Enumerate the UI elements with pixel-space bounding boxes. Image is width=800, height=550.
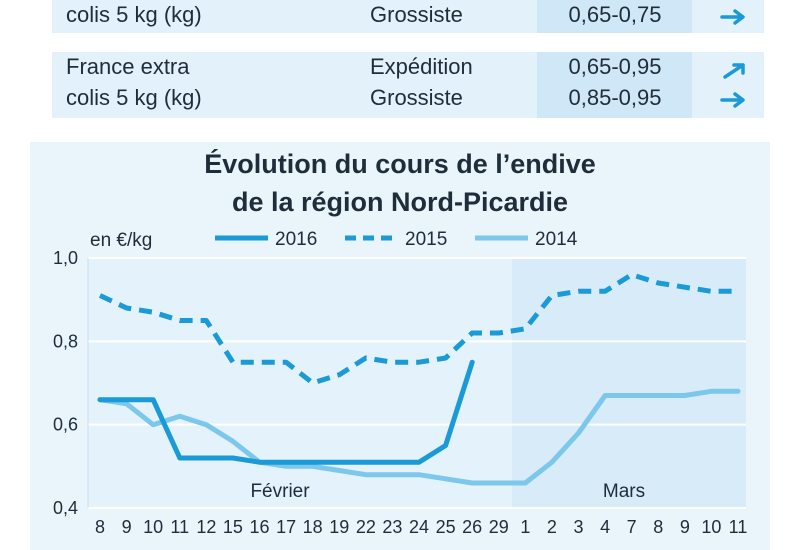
price-column-bg [537, 52, 692, 118]
product-label: colis 5 kg (kg) [66, 2, 202, 27]
x-tick-label: 1 [520, 517, 530, 537]
chart-title-line-2: de la région Nord-Picardie [232, 187, 568, 217]
price-table-row-2: France extra colis 5 kg (kg) Expédition … [52, 52, 764, 118]
x-tick-label: 8 [95, 517, 105, 537]
price-value: 0,65-0,75 [568, 2, 662, 27]
x-tick-label: 22 [356, 517, 376, 537]
x-tick-label: 11 [729, 517, 748, 537]
y-tick-label: 0,4 [53, 498, 78, 518]
product-label: France extra [66, 54, 190, 79]
month-label-fevrier: Février [250, 481, 310, 502]
x-tick-label: 2 [547, 517, 557, 537]
march-band [512, 258, 746, 508]
legend-label-2014: 2014 [535, 229, 578, 250]
x-tick-label: 10 [701, 517, 721, 537]
x-tick-label: 16 [249, 517, 269, 537]
x-tick-label: 18 [303, 517, 323, 537]
y-tick-label: 1,0 [53, 248, 78, 268]
x-tick-label: 19 [329, 517, 349, 537]
legend-label-2015: 2015 [405, 229, 447, 250]
legend-label-2016: 2016 [275, 229, 317, 250]
market-label: Grossiste [370, 2, 463, 27]
x-tick-label: 12 [196, 517, 216, 537]
trend-up-icon [723, 63, 745, 79]
y-tick-label: 0,8 [53, 331, 78, 351]
x-tick-label: 25 [436, 517, 456, 537]
x-tick-label: 7 [627, 517, 637, 537]
x-tick-label: 29 [489, 517, 509, 537]
series-line-2014 [97, 388, 741, 486]
x-tick-label: 15 [223, 517, 243, 537]
price-column-bg [537, 0, 692, 33]
series-line-2016 [97, 359, 475, 465]
x-tick-label: 9 [122, 517, 132, 537]
x-tick-label: 9 [680, 517, 690, 537]
x-tick-label: 11 [170, 517, 189, 537]
trend-stable-icon [720, 9, 745, 25]
series-line-2015 [98, 272, 738, 386]
x-tick-label: 3 [573, 517, 583, 537]
x-tick-label: 26 [462, 517, 482, 537]
y-tick-label: 0,6 [53, 415, 78, 435]
x-tick-label: 8 [653, 517, 663, 537]
product-label: colis 5 kg (kg) [66, 85, 202, 110]
chart-title-line-1: Évolution du cours de l’endive [204, 148, 596, 179]
price-table-row-1: colis 5 kg (kg) Grossiste 0,65-0,75 [52, 0, 764, 33]
x-tick-label: 4 [600, 517, 610, 537]
market-label: Grossiste [370, 85, 463, 110]
month-label-mars: Mars [603, 481, 645, 502]
x-tick-label: 10 [143, 517, 163, 537]
x-tick-label: 23 [382, 517, 402, 537]
trend-stable-icon [720, 92, 745, 108]
x-tick-label: 17 [276, 517, 296, 537]
price-value: 0,85-0,95 [568, 85, 662, 110]
price-value: 0,65-0,95 [568, 54, 662, 79]
y-axis-unit-label: en €/kg [90, 230, 152, 251]
x-tick-label: 24 [409, 517, 429, 537]
market-label: Expédition [370, 54, 473, 79]
